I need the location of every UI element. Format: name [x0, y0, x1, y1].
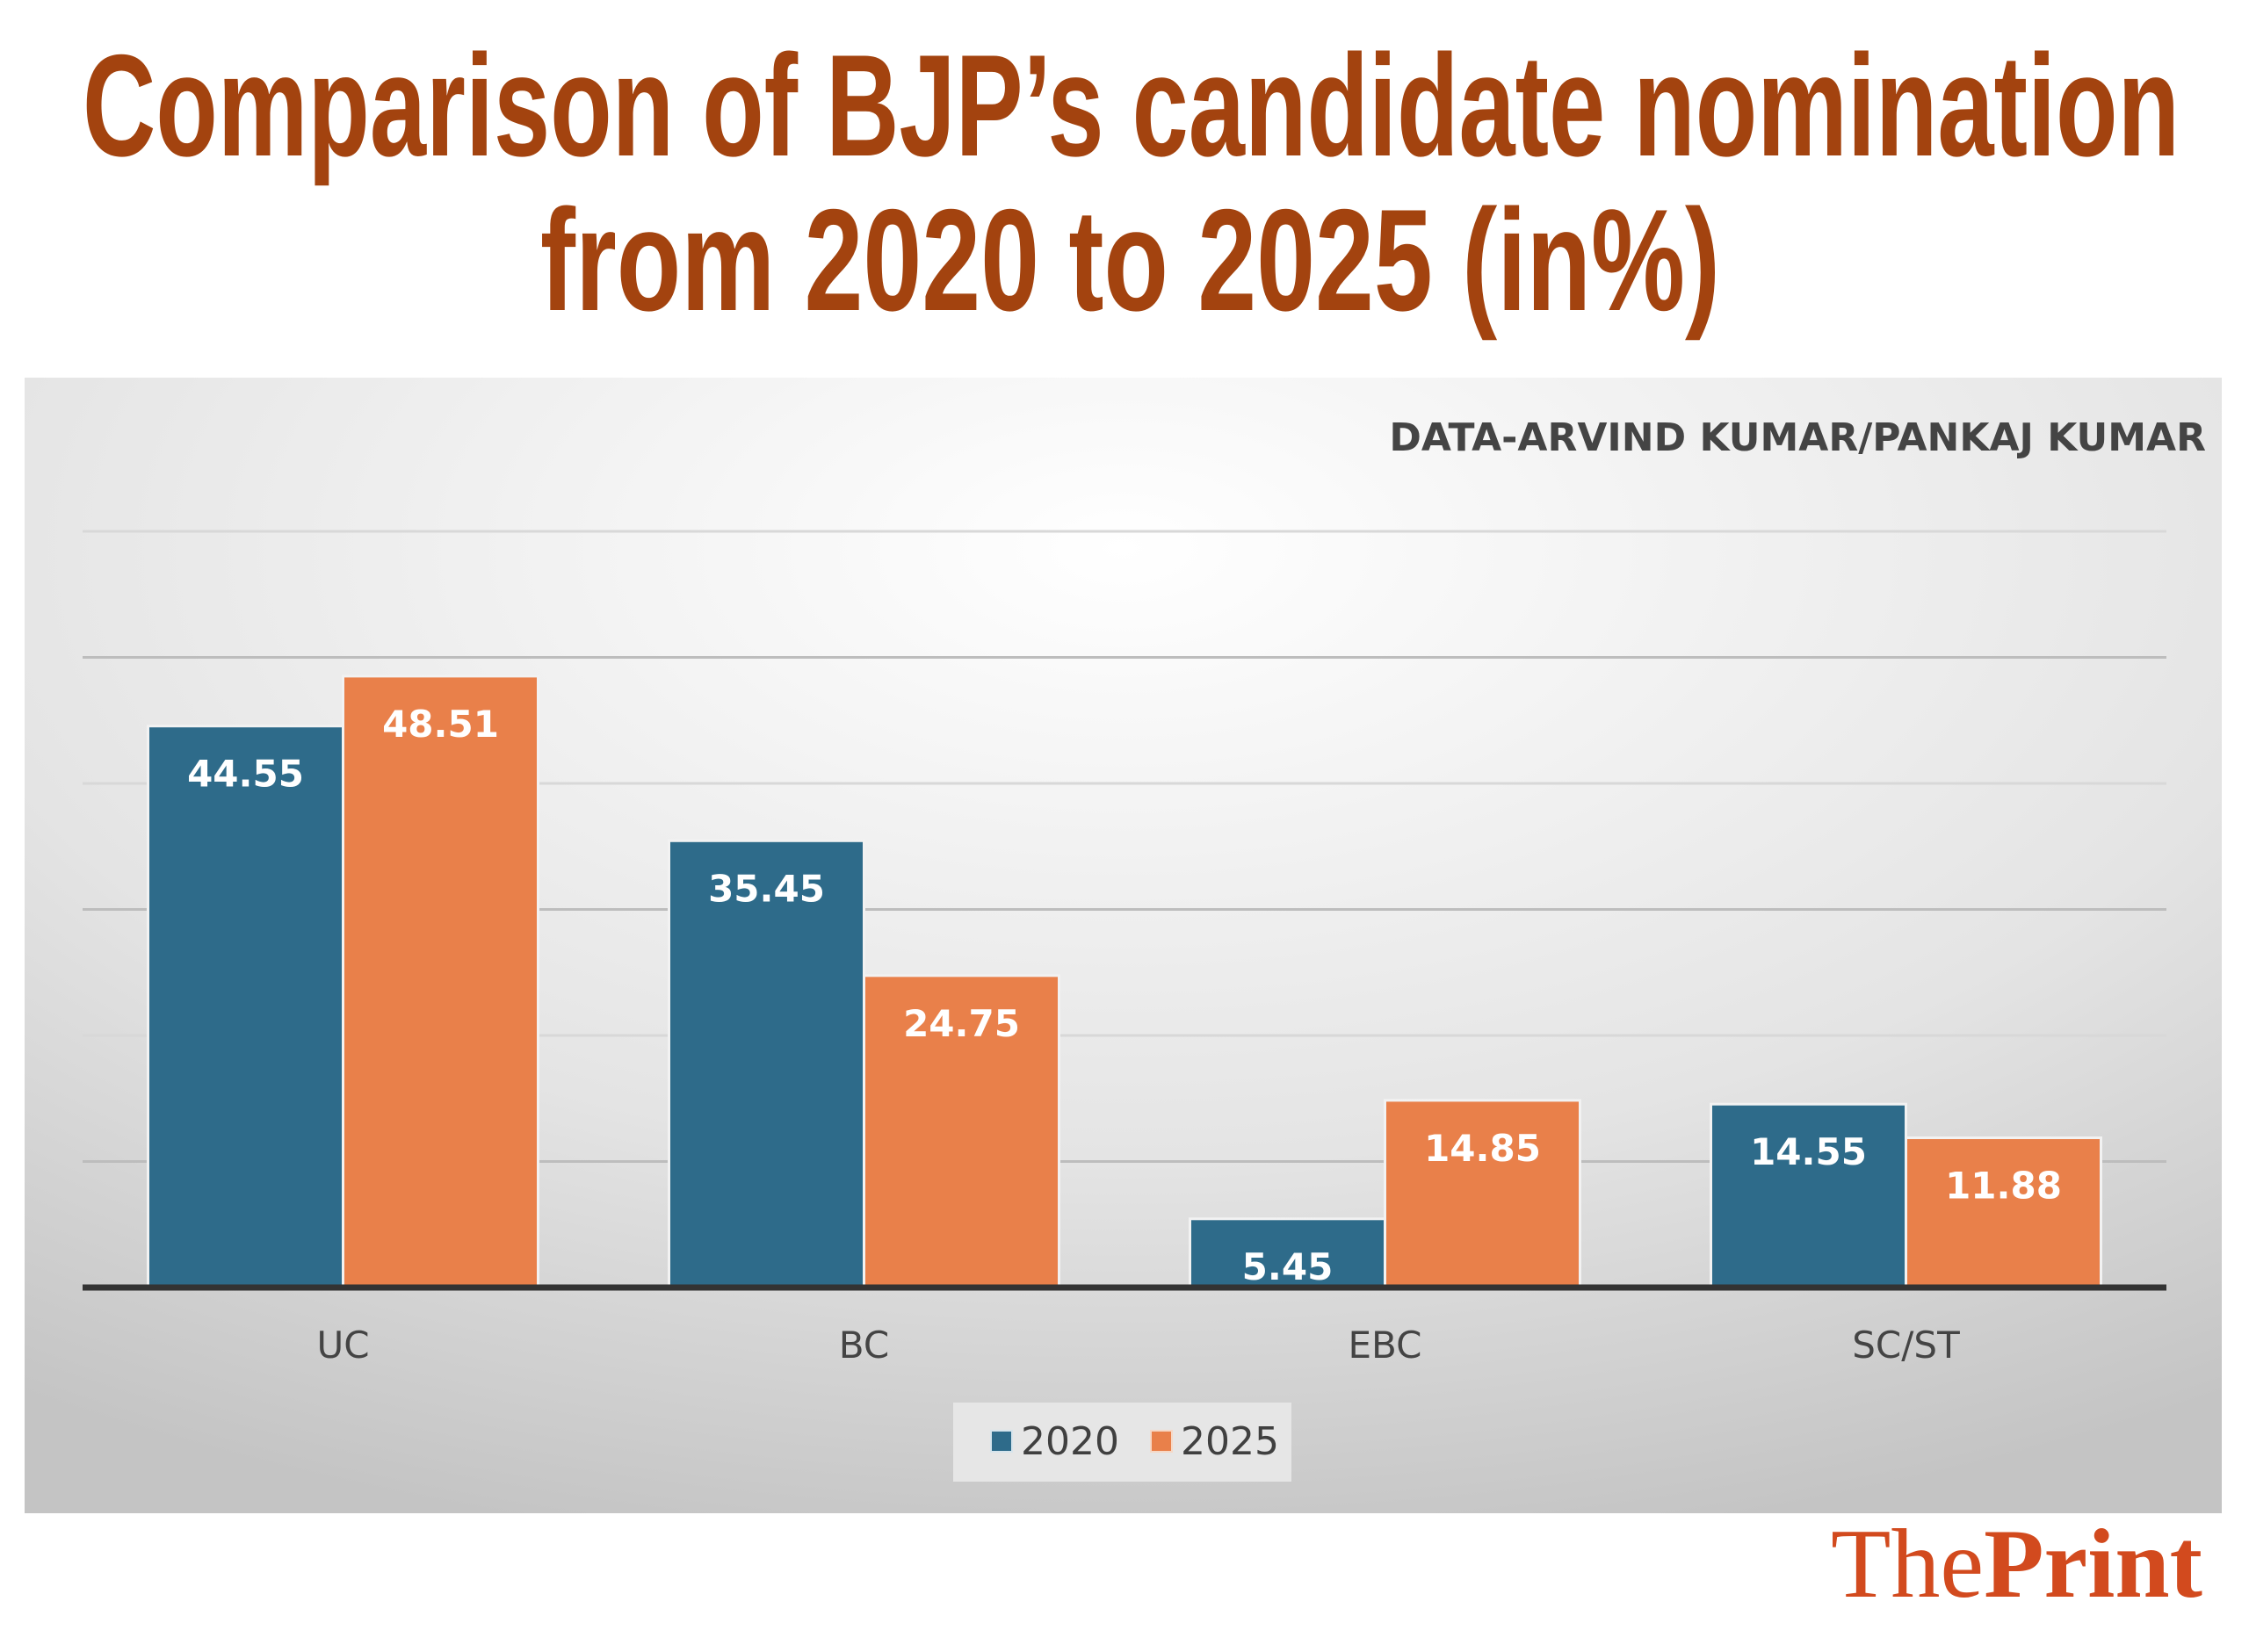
category-label: SC/ST — [1852, 1324, 1960, 1367]
legend-swatch-2025 — [1150, 1430, 1173, 1453]
category-label: BC — [839, 1324, 889, 1367]
legend-swatch-2020 — [990, 1430, 1013, 1453]
chart-title-line-1: Comparison of BJP’s candidate nomination — [83, 25, 2180, 186]
bar-2020-UC — [147, 725, 344, 1289]
bar-2025-EBC — [1384, 1099, 1581, 1289]
logo-the: The — [1831, 1510, 1984, 1619]
category-labels: UC BC EBC SC/ST — [316, 1324, 1960, 1367]
legend: 2020 2025 — [953, 1403, 1291, 1482]
bar-2025-BC — [863, 974, 1060, 1289]
bar-2025-UC — [342, 675, 539, 1289]
bar-2020-SC/ST — [1710, 1102, 1907, 1289]
data-label-2025-UC: 48.51 — [382, 703, 499, 746]
data-label-2020-UC: 44.55 — [187, 753, 304, 796]
data-label-2020-SC/ST: 14.55 — [1750, 1130, 1867, 1173]
bar-2020-BC — [668, 839, 865, 1289]
data-label-2020-EBC: 5.45 — [1242, 1245, 1334, 1288]
data-label-2025-EBC: 14.85 — [1424, 1127, 1541, 1170]
category-label: EBC — [1349, 1324, 1422, 1367]
svg-text:ThePrint: ThePrint — [1831, 1510, 2202, 1619]
legend-label-2025: 2025 — [1181, 1419, 1279, 1464]
theprint-logo: ThePrint — [1831, 1510, 2202, 1619]
bar-2020-EBC — [1189, 1217, 1386, 1289]
legend-label-2020: 2020 — [1021, 1419, 1119, 1464]
data-label-2020-BC: 35.45 — [708, 867, 825, 910]
chart-title-line-2: from 2020 to 2025 (in%) — [540, 179, 1720, 341]
category-label: UC — [316, 1324, 369, 1367]
bars: 44.55 48.51 35.45 24.75 5.45 14.85 14.55 11.88 — [147, 675, 2102, 1289]
logo-print: Print — [1984, 1510, 2202, 1619]
source-note: DATA-ARVIND KUMAR/PANKAJ KUMAR — [1389, 415, 2206, 460]
bar-2025-SC/ST — [1905, 1136, 2102, 1289]
data-label-2025-BC: 24.75 — [903, 1002, 1020, 1045]
data-label-2025-SC/ST: 11.88 — [1945, 1165, 2062, 1208]
